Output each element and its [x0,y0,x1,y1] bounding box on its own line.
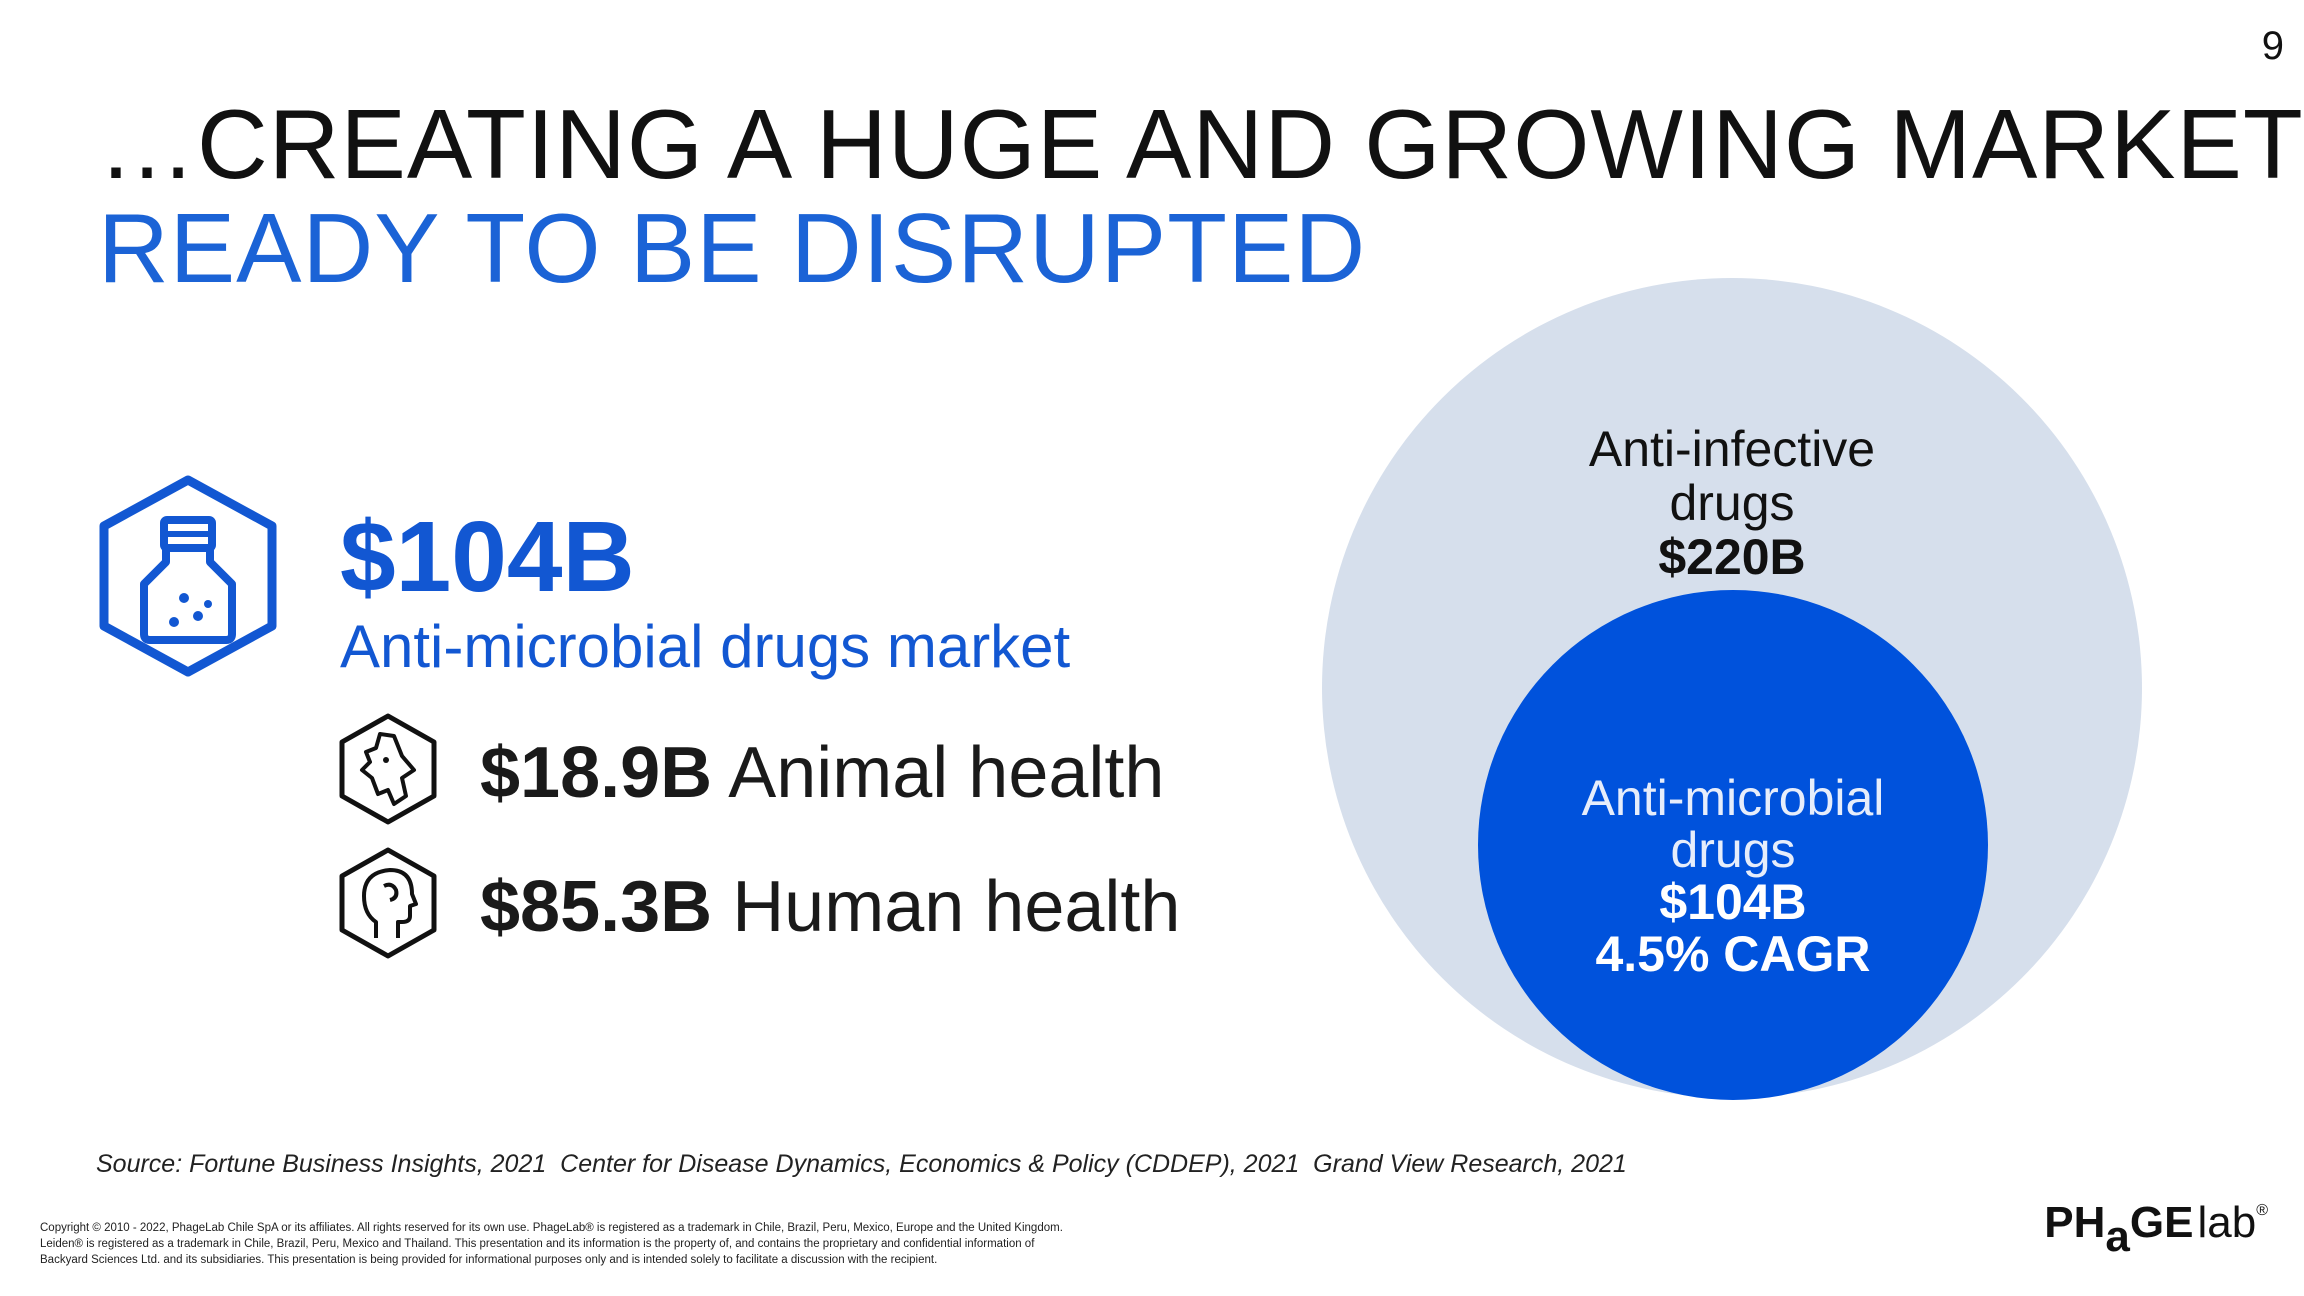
inner-name-line2: drugs [1670,822,1796,878]
title-line-2: READY TO BE DISRUPTED [98,193,1367,303]
total-market-label: Anti-microbial drugs market [340,613,1071,680]
medicine-bottle-icon [99,475,277,677]
logo-part: lab [2197,1198,2257,1247]
segment-animal-health: $18.9B Animal health [480,732,1164,814]
segment-label: Animal health [728,733,1165,813]
phagelab-logo: PHaGElab® [2044,1198,2268,1261]
animal-head-icon [339,713,437,825]
segment-value: $85.3B [480,867,713,947]
outer-value: $220B [1658,529,1806,585]
copyright-notice: Copyright © 2010 - 2022, PhageLab Chile … [40,1220,1240,1268]
inner-name-line1: Anti-microbial [1581,770,1885,826]
outer-name-line2: drugs [1669,475,1795,531]
inner-growth: 4.5% CAGR [1595,926,1871,982]
copyright-line: Leiden® is registered as a trademark in … [40,1238,1035,1250]
page-number: 9 [2261,24,2284,68]
copyright-line: Backyard Sciences Ltd. and its subsidiar… [40,1254,938,1266]
segment-label: Human health [732,867,1181,947]
logo-part: a [2105,1212,2130,1261]
logo-part: GE [2129,1198,2194,1247]
copyright-line: Copyright © 2010 - 2022, PhageLab Chile … [40,1222,1063,1234]
title-line-1: …CREATING A HUGE AND GROWING MARKET [98,89,2304,199]
logo-mark: ® [2256,1202,2268,1219]
outer-name-line1: Anti-infective [1588,421,1876,477]
anti-microbial-circle [1478,590,1988,1100]
total-market-value: $104B [340,501,635,613]
human-head-icon [339,847,437,959]
logo-part: PH [2044,1198,2106,1247]
segment-human-health: $85.3B Human health [480,866,1180,948]
anti-infective-label: Anti-infective drugs $220B [1532,422,1932,584]
segment-value: $18.9B [480,733,713,813]
inner-value: $104B [1659,874,1807,930]
source-note: Source: Fortune Business Insights, 2021 … [96,1150,1627,1178]
anti-microbial-label: Anti-microbial drugs $104B 4.5% CAGR [1533,772,1933,980]
